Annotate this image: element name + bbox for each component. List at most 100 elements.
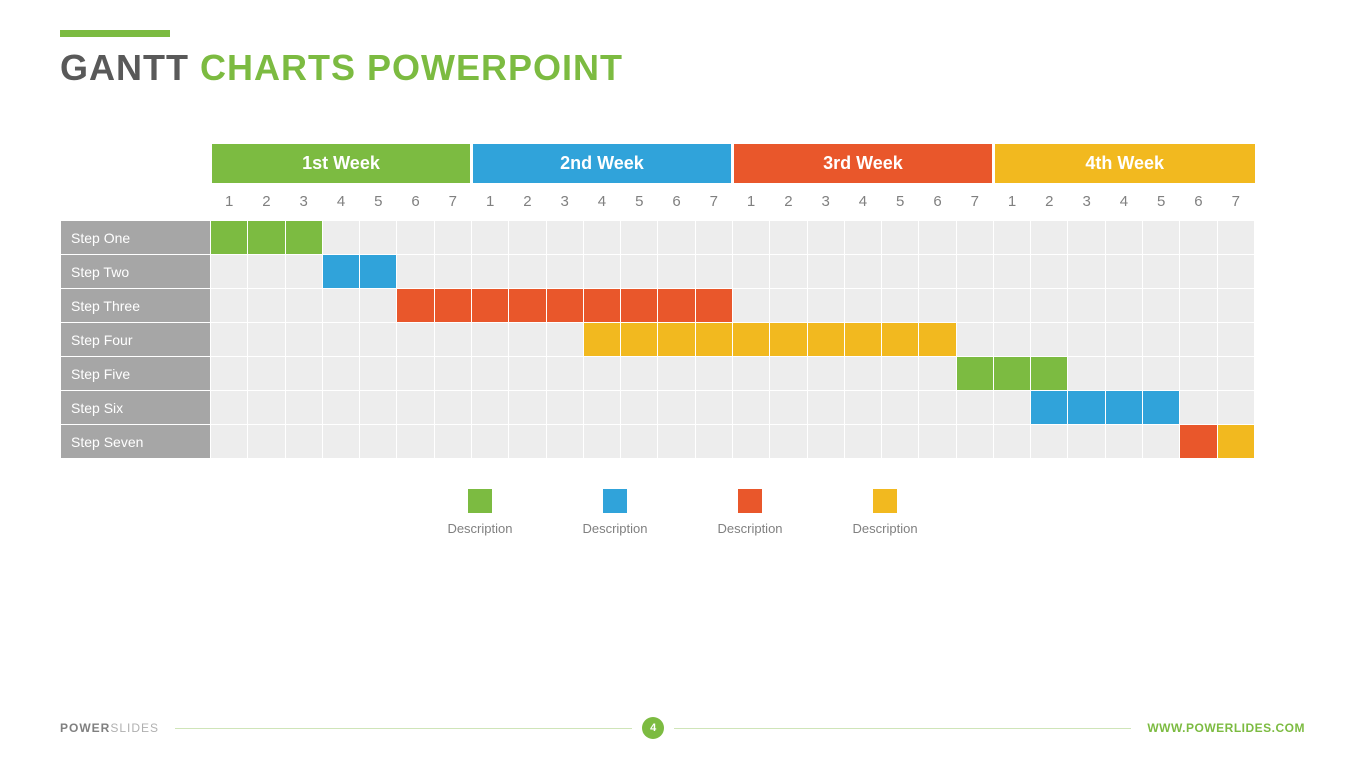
gantt-cell (1217, 357, 1254, 391)
gantt-cell (919, 255, 956, 289)
day-header: 5 (621, 183, 658, 221)
week-header: 2nd Week (471, 144, 732, 183)
gantt-cell (434, 289, 471, 323)
gantt-cell (919, 391, 956, 425)
day-header: 3 (285, 183, 322, 221)
gantt-cell (248, 323, 285, 357)
gantt-cell (993, 289, 1030, 323)
gantt-cell (211, 289, 248, 323)
gantt-cell (1031, 255, 1068, 289)
gantt-cell (1180, 323, 1217, 357)
week-header: 4th Week (993, 144, 1254, 183)
gantt-cell (732, 425, 769, 459)
day-header: 4 (322, 183, 359, 221)
gantt-cell (621, 425, 658, 459)
gantt-cell (658, 391, 695, 425)
gantt-cell (956, 221, 993, 255)
gantt-cell (322, 357, 359, 391)
gantt-cell (844, 357, 881, 391)
gantt-cell (434, 221, 471, 255)
gantt-cell (1143, 391, 1180, 425)
gantt-cell (1217, 323, 1254, 357)
legend-swatch (738, 489, 762, 513)
gantt-row: Step Two (61, 255, 1255, 289)
gantt-cell (919, 323, 956, 357)
gantt-cell (471, 255, 508, 289)
gantt-cell (1105, 425, 1142, 459)
gantt-cell (882, 255, 919, 289)
gantt-cell (807, 255, 844, 289)
gantt-cell (732, 255, 769, 289)
gantt-cell (509, 357, 546, 391)
gantt-cell (621, 221, 658, 255)
gantt-cell (1143, 255, 1180, 289)
day-header: 3 (546, 183, 583, 221)
gantt-cell (621, 323, 658, 357)
gantt-cell (322, 289, 359, 323)
gantt-cell (621, 255, 658, 289)
gantt-cell (285, 425, 322, 459)
gantt-cell (546, 289, 583, 323)
gantt-cell (1143, 357, 1180, 391)
gantt-cell (658, 323, 695, 357)
gantt-cell (546, 425, 583, 459)
gantt-cell (248, 255, 285, 289)
gantt-cell (509, 255, 546, 289)
gantt-cell (248, 289, 285, 323)
row-label: Step Five (61, 357, 211, 391)
legend-label: Description (718, 521, 783, 536)
gantt-cell (397, 289, 434, 323)
gantt-cell (844, 391, 881, 425)
day-header: 4 (583, 183, 620, 221)
legend: DescriptionDescriptionDescriptionDescrip… (60, 489, 1305, 536)
gantt-cell (1068, 357, 1105, 391)
gantt-cell (1105, 391, 1142, 425)
day-header: 7 (1217, 183, 1254, 221)
gantt-cell (471, 221, 508, 255)
gantt-cell (248, 391, 285, 425)
week-header: 3rd Week (732, 144, 993, 183)
gantt-cell (844, 289, 881, 323)
gantt-cell (397, 255, 434, 289)
day-header: 1 (732, 183, 769, 221)
header-spacer (61, 183, 211, 221)
gantt-cell (919, 289, 956, 323)
gantt-cell (882, 323, 919, 357)
gantt-cell (1217, 255, 1254, 289)
day-header: 2 (770, 183, 807, 221)
gantt-cell (1143, 289, 1180, 323)
gantt-cell (211, 425, 248, 459)
gantt-row: Step Three (61, 289, 1255, 323)
week-header: 1st Week (211, 144, 472, 183)
gantt-row: Step Five (61, 357, 1255, 391)
gantt-cell (770, 289, 807, 323)
gantt-cell (546, 323, 583, 357)
gantt-cell (1105, 255, 1142, 289)
gantt-cell (1031, 357, 1068, 391)
day-header: 2 (1031, 183, 1068, 221)
legend-item: Description (447, 489, 512, 536)
title-part-dark: GANTT (60, 47, 189, 88)
day-header: 3 (807, 183, 844, 221)
gantt-cell (285, 391, 322, 425)
gantt-cell (360, 357, 397, 391)
gantt-cell (919, 357, 956, 391)
gantt-cell (434, 357, 471, 391)
gantt-cell (1143, 425, 1180, 459)
gantt-cell (434, 255, 471, 289)
gantt-cell (1031, 289, 1068, 323)
gantt-cell (546, 357, 583, 391)
gantt-cell (807, 425, 844, 459)
gantt-cell (248, 425, 285, 459)
footer-brand-light: SLIDES (110, 721, 159, 735)
gantt-cell (1068, 289, 1105, 323)
gantt-cell (807, 323, 844, 357)
gantt-cell (732, 391, 769, 425)
gantt-cell (1068, 255, 1105, 289)
gantt-cell (397, 323, 434, 357)
day-header: 4 (844, 183, 881, 221)
gantt-cell (695, 425, 732, 459)
gantt-cell (1068, 221, 1105, 255)
gantt-cell (1031, 323, 1068, 357)
legend-item: Description (582, 489, 647, 536)
